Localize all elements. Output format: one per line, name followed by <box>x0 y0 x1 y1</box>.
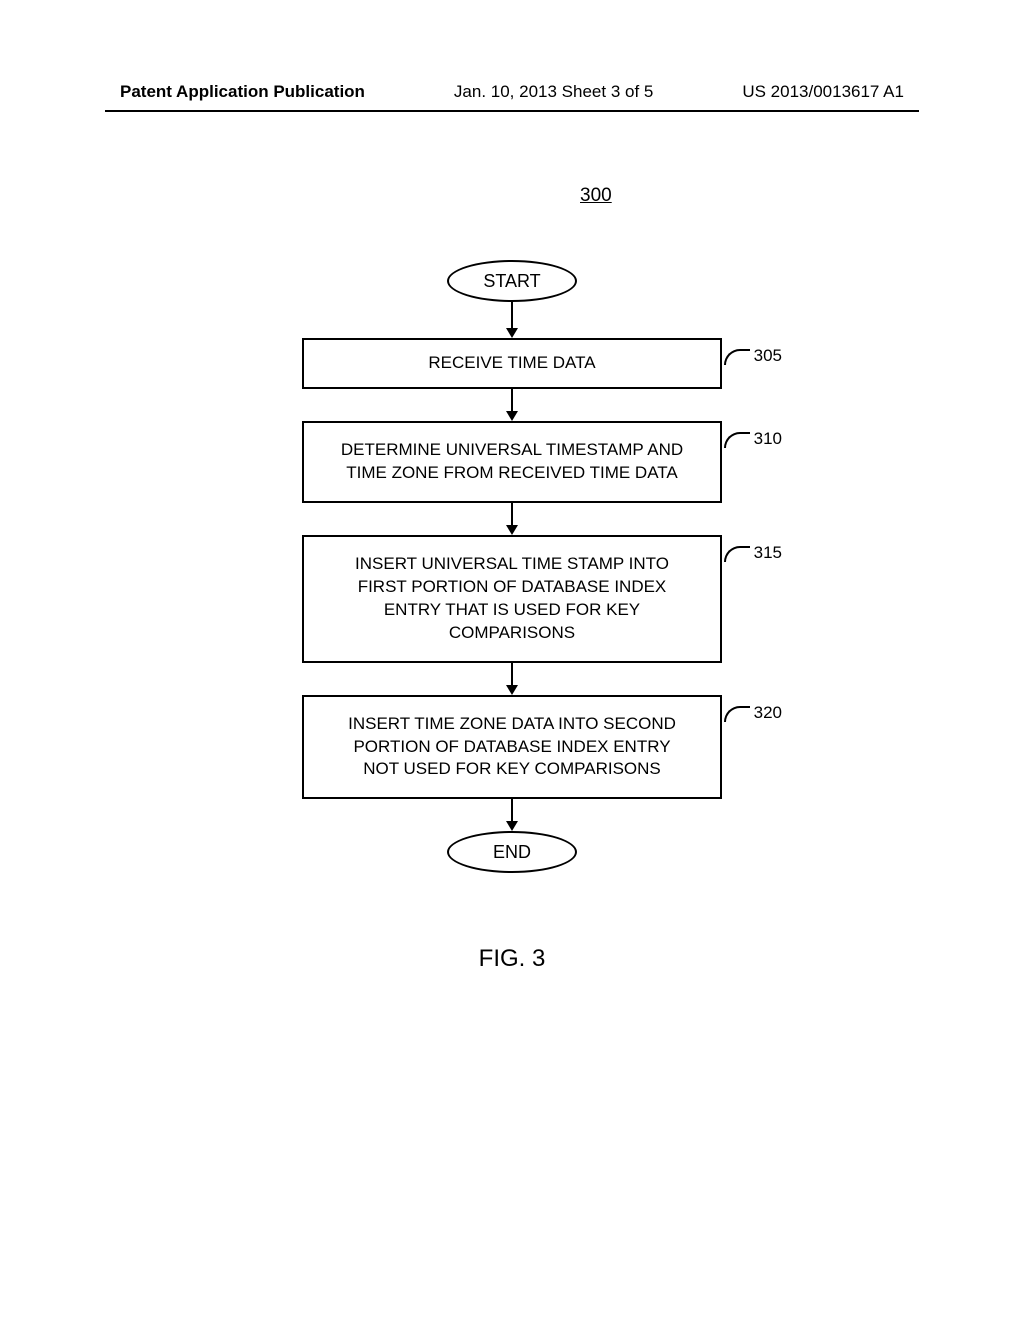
arrow-icon <box>506 389 518 421</box>
step-4-container: INSERT TIME ZONE DATA INTO SECOND PORTIO… <box>302 695 722 800</box>
step-label-4: 320 <box>754 703 782 723</box>
step-3-container: INSERT UNIVERSAL TIME STAMP INTO FIRST P… <box>302 535 722 663</box>
process-box-1: RECEIVE TIME DATA <box>302 338 722 389</box>
header-left: Patent Application Publication <box>120 82 365 102</box>
arrow-icon <box>506 663 518 695</box>
process-text-3: INSERT UNIVERSAL TIME STAMP INTO FIRST P… <box>355 554 669 642</box>
process-box-4: INSERT TIME ZONE DATA INTO SECOND PORTIO… <box>302 695 722 800</box>
end-terminator: END <box>447 831 577 873</box>
flowchart: START RECEIVE TIME DATA 305 DETERMINE UN… <box>0 260 1024 873</box>
header-center: Jan. 10, 2013 Sheet 3 of 5 <box>454 82 653 102</box>
step-label-3: 315 <box>754 543 782 563</box>
figure-label: FIG. 3 <box>0 945 1024 973</box>
arrow-icon <box>506 302 518 338</box>
reference-number: 300 <box>580 185 612 207</box>
start-label: START <box>483 271 540 292</box>
step-label-1: 305 <box>754 346 782 366</box>
process-box-3: INSERT UNIVERSAL TIME STAMP INTO FIRST P… <box>302 535 722 663</box>
step-1-container: RECEIVE TIME DATA 305 <box>302 338 722 389</box>
process-text-1: RECEIVE TIME DATA <box>428 353 595 372</box>
end-label: END <box>493 842 531 863</box>
step-2-container: DETERMINE UNIVERSAL TIMESTAMP AND TIME Z… <box>302 421 722 503</box>
header-right: US 2013/0013617 A1 <box>742 82 904 102</box>
start-terminator: START <box>447 260 577 302</box>
page-header: Patent Application Publication Jan. 10, … <box>0 82 1024 102</box>
step-label-2: 310 <box>754 429 782 449</box>
arrow-icon <box>506 503 518 535</box>
process-text-4: INSERT TIME ZONE DATA INTO SECOND PORTIO… <box>348 714 676 779</box>
header-divider <box>105 110 919 112</box>
arrow-icon <box>506 799 518 831</box>
process-box-2: DETERMINE UNIVERSAL TIMESTAMP AND TIME Z… <box>302 421 722 503</box>
process-text-2: DETERMINE UNIVERSAL TIMESTAMP AND TIME Z… <box>341 440 683 482</box>
